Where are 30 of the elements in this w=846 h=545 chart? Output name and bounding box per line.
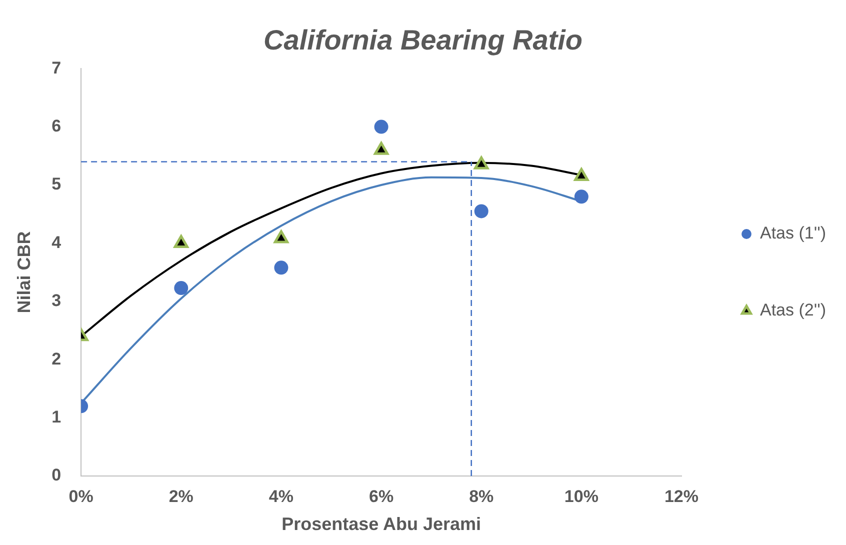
y-tick-label: 2 [52,349,62,368]
point [474,204,488,218]
point [274,260,288,275]
y-tick-label: 4 [52,232,62,252]
y-tick-label: 1 [52,407,62,426]
legend-label: Atas (2'') [760,300,826,320]
y-tick-label: 6 [52,116,62,136]
x-tick-label: 6% [368,486,394,506]
x-tick-label: 0% [68,486,94,506]
point [274,230,289,244]
point [474,156,489,170]
y-tick-label: 3 [52,291,62,310]
x-axis-title: Prosentase Abu Jerami [282,514,481,534]
point [574,168,589,182]
y-tick-label: 0 [52,466,62,485]
point [574,190,588,204]
point [374,120,388,134]
x-tick-label: 12% [664,486,699,506]
point [174,281,188,296]
point [374,142,389,155]
y-axis-title: Nilai CBR [14,231,34,314]
legend-label: Atas (1'') [760,224,826,243]
y-tick-label: 5 [52,174,62,194]
x-tick-label: 10% [564,486,598,506]
chart-title: California Bearing Ratio [264,24,582,56]
x-tick-label: 4% [268,486,294,506]
y-tick-label: 7 [52,58,62,78]
point [174,234,188,248]
x-tick-label: 8% [469,486,494,506]
x-tick-label: 2% [168,486,194,506]
